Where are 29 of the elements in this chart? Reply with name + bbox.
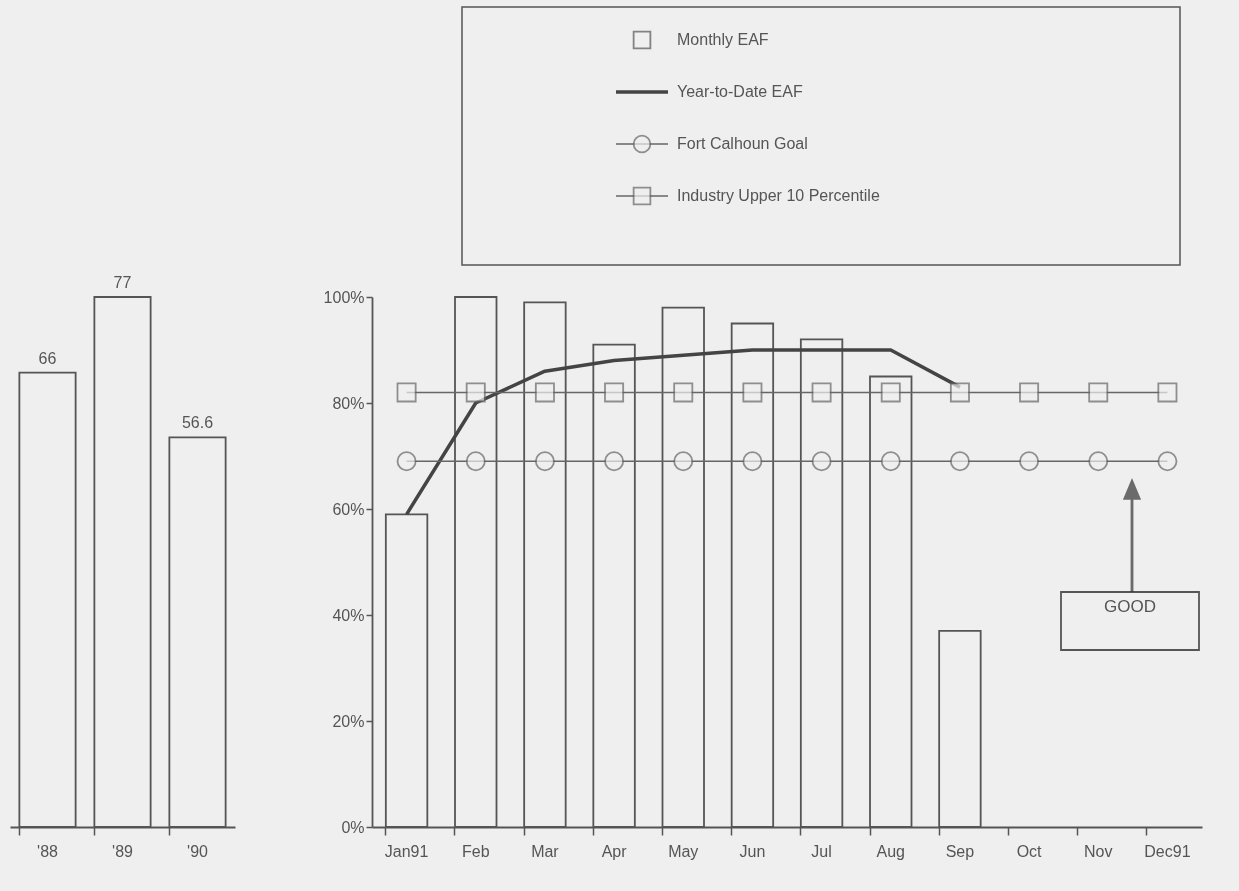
legend-label: Fort Calhoun Goal [677, 135, 808, 152]
annotation: GOOD [1104, 597, 1156, 616]
x-tick-label: Aug [876, 842, 905, 860]
y-tick-label: 0% [341, 818, 365, 836]
x-tick-label: Jul [811, 842, 832, 860]
data-label: 66 [38, 349, 57, 367]
x-tick-label: Apr [601, 842, 628, 860]
y-tick-label: 100% [323, 288, 365, 306]
x-tick-label: Dec91 [1144, 842, 1191, 860]
x-tick-label: Jan91 [384, 842, 429, 860]
y-tick-label: 20% [332, 712, 365, 730]
data-label: 77 [113, 274, 132, 291]
x-tick-label: Feb [461, 842, 490, 860]
legend-label: Industry Upper 10 Percentile [677, 187, 880, 204]
x-tick-label: '88 [37, 842, 59, 860]
legend-label: Monthly EAF [677, 31, 769, 48]
x-tick-label: '90 [187, 842, 209, 860]
x-tick-label: Mar [531, 842, 560, 860]
x-tick-label: Nov [1084, 842, 1113, 860]
x-tick-label: Jun [739, 842, 766, 860]
legend-label: Year-to-Date EAF [677, 83, 803, 100]
x-tick-label: '89 [112, 842, 134, 860]
y-tick-label: 60% [332, 500, 365, 518]
x-tick-label: May [668, 842, 699, 860]
x-tick-label: Oct [1016, 842, 1043, 860]
x-tick-label: Sep [945, 842, 975, 860]
y-tick-label: 80% [332, 394, 365, 412]
y-tick-label: 40% [332, 606, 365, 624]
data-label: 56.6 [181, 414, 214, 432]
